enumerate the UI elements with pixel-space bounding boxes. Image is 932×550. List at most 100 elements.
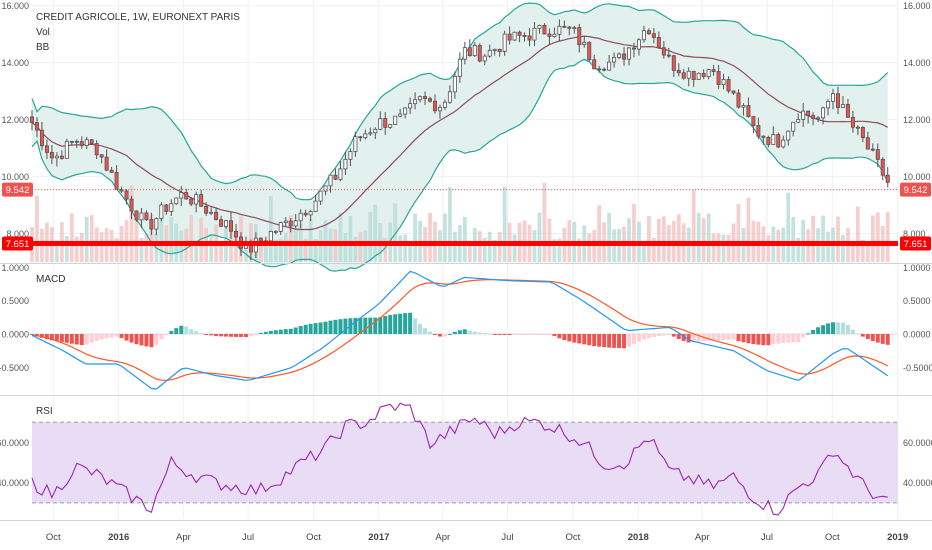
macd-histogram-bar [756, 334, 761, 345]
volume-bar [875, 212, 880, 262]
candle [437, 104, 442, 119]
macd-histogram-bar [482, 333, 487, 335]
macd-histogram-bar [428, 331, 433, 334]
macd-histogram-bar [393, 314, 398, 334]
volume-bar [74, 236, 79, 262]
time-axis-label: Apr [695, 532, 710, 543]
macd-histogram-bar [577, 334, 582, 344]
candle [333, 168, 338, 181]
macd-histogram-bar [855, 333, 860, 335]
volume-bar [841, 235, 845, 262]
candle [104, 149, 109, 172]
candle [552, 27, 557, 38]
volume-bar [811, 215, 815, 262]
macd-histogram-bar [497, 334, 502, 335]
candle [477, 43, 482, 63]
macd-histogram-bar [597, 334, 602, 347]
volume-bar [542, 182, 547, 262]
macd-histogram-bar [89, 334, 94, 343]
macd-histogram-bar [84, 334, 89, 345]
macd-histogram-bar [636, 334, 641, 342]
macd-panel[interactable]: 1.0000 0.5000 0.0000 -0.5000 1.0000 0.5000 0.… [0, 263, 932, 390]
candle [467, 39, 472, 57]
macd-histogram-bar [816, 327, 821, 334]
macd-histogram-bar [537, 334, 542, 335]
candle [169, 199, 174, 216]
candle [174, 197, 179, 205]
candle [283, 217, 288, 227]
volume-bar [512, 234, 517, 262]
macd-histogram-bar [612, 334, 617, 348]
volume-bar [701, 218, 706, 262]
volume-bar [303, 238, 308, 262]
macd-histogram-bar [552, 334, 557, 337]
candle [875, 143, 880, 168]
svg-text:7.651: 7.651 [6, 239, 30, 250]
volume-bar [801, 219, 806, 262]
macd-axis-left: 1.0000 0.5000 0.0000 -0.5000 [0, 263, 29, 373]
macd-histogram-bar [433, 334, 437, 335]
time-axis-label: Oct [565, 532, 580, 543]
volume-bar [487, 231, 492, 262]
volume-bar [627, 218, 631, 262]
candle [179, 186, 184, 206]
volume-bar [129, 185, 134, 262]
support-badge-left: 7.651 [2, 236, 33, 251]
rsi-panel[interactable]: 60.0000 40.0000 60.0000 40.0000 RSI [0, 402, 932, 516]
candle [492, 48, 497, 56]
candle [855, 125, 860, 136]
macd-histogram-bar [711, 334, 716, 341]
price-panel[interactable]: 16.000 14.000 12.000 10.000 8.000 16.000 14.0… [1, 0, 931, 519]
volume-bar [766, 235, 771, 262]
macd-histogram-bar [59, 334, 64, 342]
candle [497, 48, 502, 57]
volume-bar [836, 216, 840, 262]
volume-bar [477, 231, 482, 262]
candle [701, 69, 706, 80]
time-axis[interactable]: Oct 2016 Apr Jul Oct 2017 Apr Jul Oct 2018 Apr Jul O… [46, 532, 908, 543]
macd-tick-label: 0.0000 [903, 330, 931, 340]
last-price-badge-right: 9.542 [900, 182, 931, 197]
volume-bar [532, 230, 537, 262]
candle [109, 166, 114, 173]
candle [522, 32, 527, 42]
candle [651, 28, 656, 44]
candle [219, 215, 224, 227]
candle [835, 86, 840, 115]
time-axis-label: Jul [242, 532, 254, 543]
macd-histogram-bar [676, 334, 681, 340]
support-line[interactable] [32, 240, 898, 246]
candle [209, 207, 214, 216]
volume-bar [577, 238, 582, 262]
macd-histogram-bar [736, 334, 741, 342]
macd-histogram-bar [233, 334, 238, 337]
candle [860, 126, 865, 143]
candle [641, 25, 646, 43]
candle [69, 140, 74, 145]
macd-histogram-bar [54, 334, 59, 342]
volume-bar [89, 215, 94, 262]
candle [363, 129, 368, 140]
macd-histogram-bar [194, 331, 199, 334]
macd-histogram-bar [771, 334, 776, 345]
candle [159, 202, 164, 222]
macd-label: MACD [36, 274, 65, 285]
macd-histogram-bar [527, 334, 532, 335]
candle [214, 208, 219, 221]
macd-histogram-bar [69, 334, 74, 344]
macd-histogram-bar [607, 334, 612, 348]
candle [686, 67, 691, 87]
volume-bar [244, 241, 248, 262]
macd-histogram-bar [646, 334, 651, 339]
macd-histogram-bar [328, 320, 333, 334]
candle [706, 68, 711, 80]
chart-title: CREDIT AGRICOLE, 1W, EURONEXT PARIS [36, 12, 240, 23]
volume-bar [592, 230, 597, 262]
candle [184, 188, 189, 200]
volume-bar [860, 239, 865, 262]
candle [746, 97, 751, 118]
volume-bar [338, 213, 343, 262]
volume-bar [676, 214, 681, 262]
volume-bar [587, 233, 592, 262]
